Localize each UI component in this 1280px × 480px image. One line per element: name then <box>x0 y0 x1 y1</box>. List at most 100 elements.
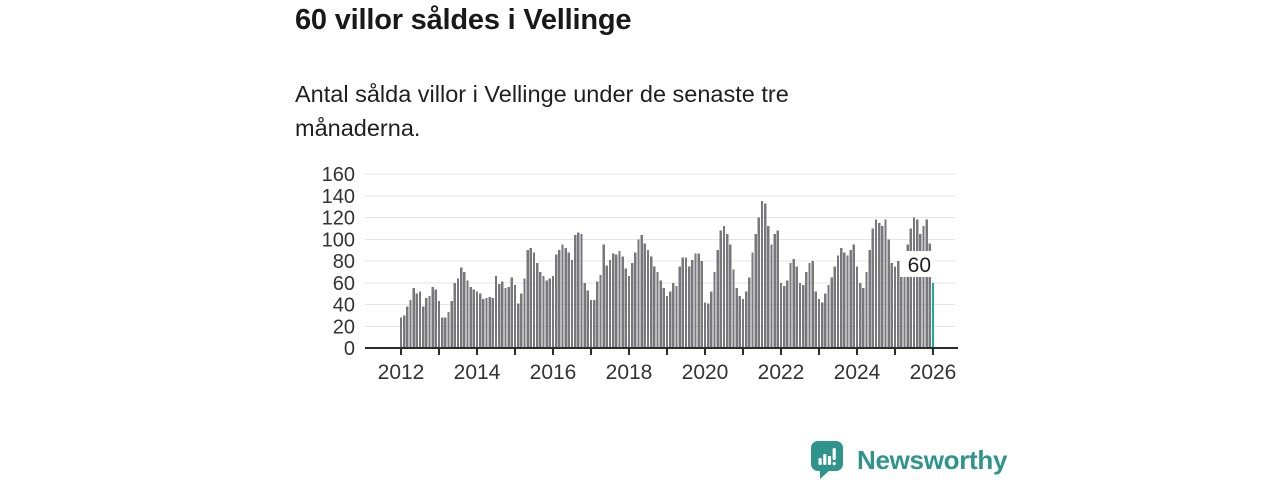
bar <box>672 282 675 348</box>
bar <box>593 300 596 348</box>
bar <box>878 222 881 348</box>
bar <box>925 219 928 348</box>
bar <box>520 293 523 349</box>
bar <box>399 317 403 348</box>
bar <box>903 263 906 348</box>
y-tick-label: 140 <box>322 186 355 208</box>
bar <box>646 250 650 349</box>
bar <box>678 266 681 348</box>
bar <box>608 259 612 348</box>
bar <box>444 317 447 348</box>
bar <box>836 255 840 348</box>
bar <box>434 289 437 348</box>
bar <box>681 257 684 348</box>
bar <box>589 300 593 348</box>
bar <box>764 203 767 348</box>
bar <box>909 228 912 349</box>
bar <box>529 247 532 348</box>
bar <box>659 280 662 348</box>
bar <box>776 230 779 348</box>
bar <box>897 261 900 348</box>
bar <box>574 234 577 348</box>
bar <box>792 258 795 348</box>
bar <box>403 315 406 349</box>
bar <box>849 250 852 349</box>
bar <box>650 256 653 348</box>
bar <box>634 252 637 348</box>
bar <box>504 288 507 348</box>
bar <box>684 257 688 348</box>
bar <box>830 277 833 348</box>
bar <box>406 306 409 348</box>
x-tick-label: 2018 <box>606 361 653 384</box>
bar <box>561 244 564 348</box>
last-value-label: 60 <box>908 254 931 277</box>
bar <box>741 299 745 348</box>
bar <box>859 282 862 348</box>
bar <box>428 295 431 348</box>
bar <box>624 268 627 348</box>
bar <box>567 252 570 348</box>
bar <box>707 303 710 348</box>
bar <box>779 282 783 348</box>
bar <box>631 263 634 348</box>
bar <box>517 303 520 348</box>
bar <box>409 300 412 348</box>
bar <box>798 282 802 348</box>
bar <box>871 228 874 349</box>
bar <box>425 297 428 348</box>
x-tick-label: 2012 <box>378 361 425 384</box>
bar <box>840 247 843 348</box>
bar <box>583 282 586 348</box>
brand-footer: Newsworthy <box>810 440 1007 480</box>
bar <box>846 255 849 348</box>
bar <box>602 244 605 348</box>
bar <box>441 317 444 348</box>
y-tick-label: 100 <box>322 229 355 251</box>
bar <box>627 276 631 348</box>
bar <box>745 291 748 348</box>
bar <box>456 278 460 348</box>
bar <box>726 233 729 348</box>
bar <box>501 281 504 348</box>
y-tick-label: 0 <box>344 338 355 360</box>
bar <box>605 265 608 348</box>
x-tick-label: 2022 <box>758 361 805 384</box>
bar <box>881 226 884 348</box>
bar <box>469 287 472 348</box>
bar <box>700 261 703 348</box>
bar <box>466 280 469 348</box>
bar <box>615 254 618 348</box>
x-tick-label: 2014 <box>454 361 501 384</box>
bar <box>460 267 463 348</box>
bar <box>618 251 621 348</box>
bar <box>665 295 669 348</box>
bar <box>710 291 713 348</box>
bar <box>472 289 475 348</box>
bar <box>558 250 561 349</box>
bar <box>488 296 491 348</box>
x-tick-label: 2024 <box>834 361 881 384</box>
bar <box>789 263 792 348</box>
y-tick-label: 20 <box>333 316 355 338</box>
bar <box>599 275 602 348</box>
newsworthy-chart-bubble-icon <box>811 441 843 479</box>
bar <box>713 271 716 349</box>
bar <box>422 306 425 348</box>
bar <box>545 280 548 348</box>
bar <box>669 291 672 348</box>
bar <box>431 287 434 348</box>
y-tick-label: 120 <box>322 208 355 230</box>
bar <box>735 288 738 348</box>
bar <box>450 301 453 348</box>
highlight-bar <box>931 282 935 348</box>
chart-subtitle: Antal sålda villor i Vellinge under de s… <box>295 81 789 141</box>
bar <box>786 280 789 348</box>
bar <box>580 233 583 348</box>
bar <box>874 219 878 348</box>
bar <box>570 259 574 348</box>
bar <box>694 253 697 348</box>
bar <box>817 299 821 348</box>
bar <box>732 269 735 348</box>
